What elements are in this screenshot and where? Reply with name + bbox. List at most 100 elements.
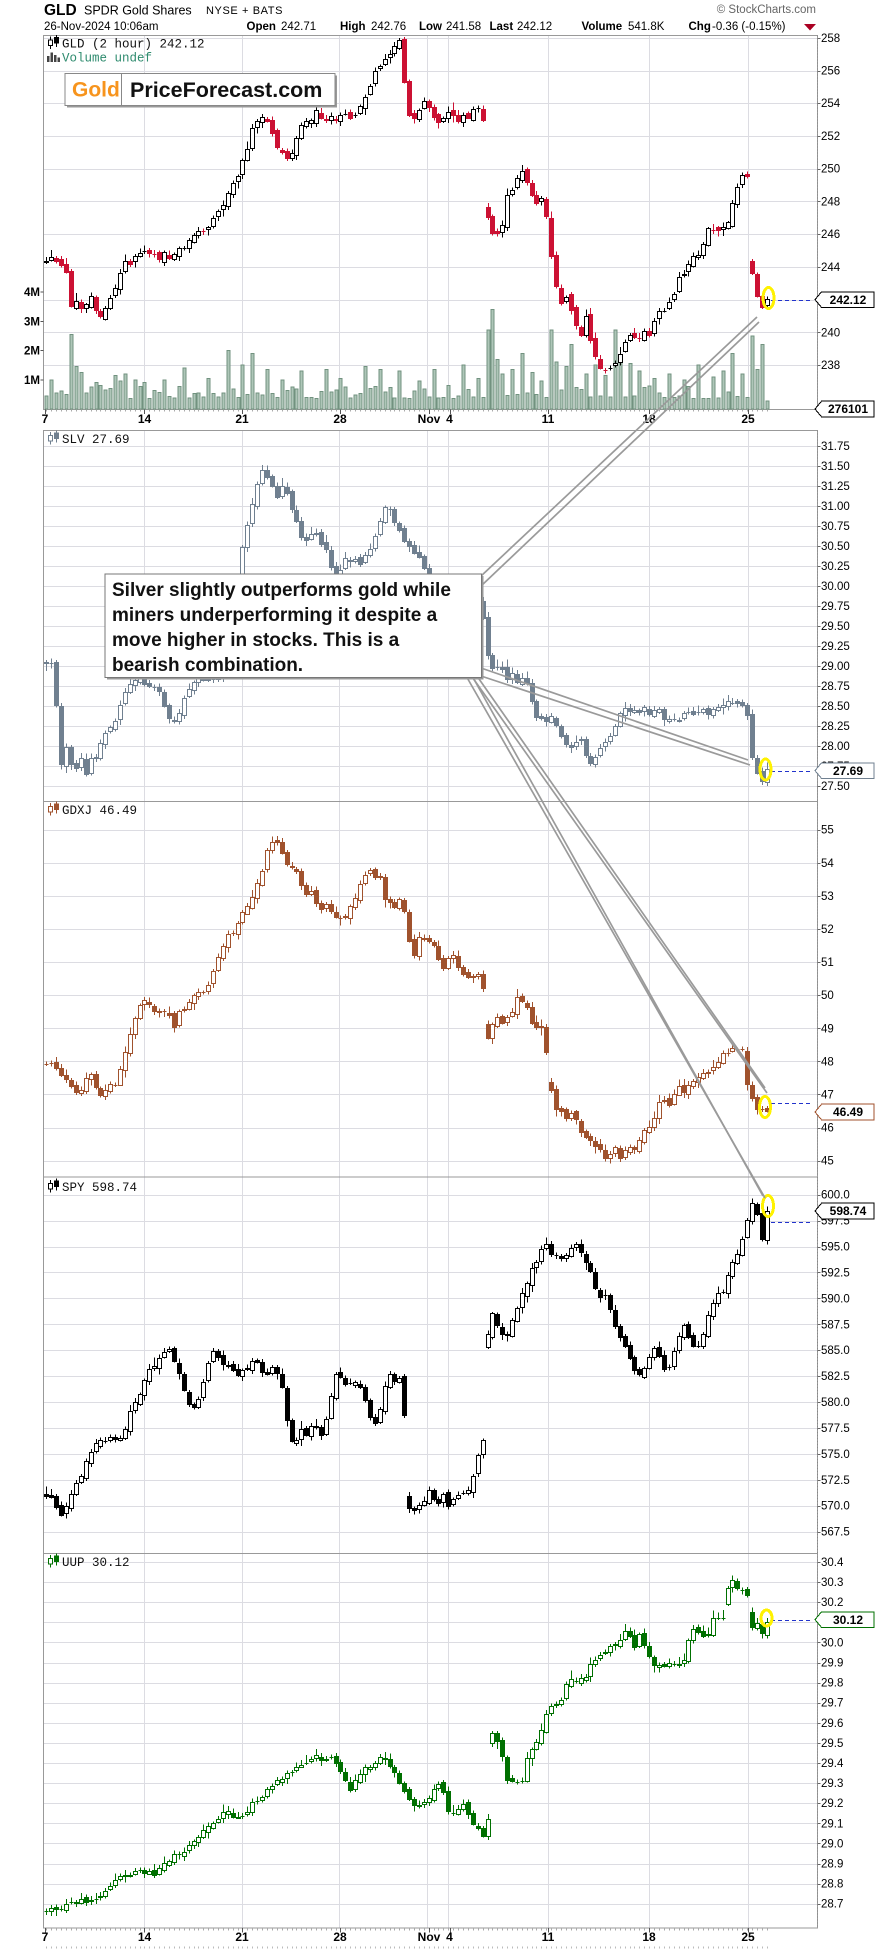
svg-text:248: 248: [821, 196, 840, 208]
svg-text:move higher in stocks. This is: move higher in stocks. This is a: [112, 630, 400, 651]
svg-text:High: High: [340, 21, 366, 33]
svg-text:52: 52: [821, 924, 834, 936]
svg-text:UUP 30.12: UUP 30.12: [62, 1556, 130, 1570]
svg-text:30.75: 30.75: [821, 521, 850, 533]
svg-text:595.0: 595.0: [821, 1242, 850, 1254]
svg-text:SPY 598.74: SPY 598.74: [62, 1181, 137, 1195]
svg-text:28.00: 28.00: [821, 741, 850, 753]
svg-text:585.0: 585.0: [821, 1345, 850, 1357]
svg-text:258: 258: [821, 33, 840, 45]
svg-text:51: 51: [821, 957, 834, 969]
svg-text:30.3: 30.3: [821, 1577, 843, 1589]
svg-text:46.49: 46.49: [833, 1105, 863, 1119]
svg-text:28.9: 28.9: [821, 1859, 843, 1871]
svg-text:29.3: 29.3: [821, 1778, 843, 1790]
svg-text:30.0: 30.0: [821, 1637, 843, 1649]
svg-text:575.0: 575.0: [821, 1449, 850, 1461]
svg-text:572.5: 572.5: [821, 1475, 850, 1487]
svg-text:242.71: 242.71: [281, 21, 316, 33]
svg-text:244: 244: [821, 262, 841, 274]
svg-text:4: 4: [446, 1930, 453, 1944]
svg-text:30.50: 30.50: [821, 541, 850, 553]
svg-text:11: 11: [542, 1930, 555, 1944]
svg-text:587.5: 587.5: [821, 1319, 850, 1331]
svg-text:541.8K: 541.8K: [628, 21, 665, 33]
svg-text:242.12: 242.12: [830, 293, 867, 307]
svg-text:45: 45: [821, 1156, 834, 1168]
svg-text:30.12: 30.12: [833, 1613, 863, 1627]
svg-text:4: 4: [446, 412, 453, 426]
svg-text:28.7: 28.7: [821, 1899, 843, 1911]
svg-text:GLD: GLD: [44, 2, 77, 19]
svg-text:46: 46: [821, 1123, 834, 1135]
svg-text:-0.36 (-0.15%): -0.36 (-0.15%): [712, 21, 786, 33]
svg-text:29.6: 29.6: [821, 1718, 843, 1730]
svg-text:30.00: 30.00: [821, 581, 850, 593]
svg-text:29.7: 29.7: [821, 1698, 843, 1710]
svg-text:29.0: 29.0: [821, 1838, 843, 1850]
svg-text:246: 246: [821, 229, 840, 241]
svg-text:1M: 1M: [24, 375, 40, 387]
svg-text:53: 53: [821, 891, 834, 903]
svg-text:Volume undef: Volume undef: [62, 52, 152, 66]
svg-text:27.50: 27.50: [821, 781, 850, 793]
svg-text:21: 21: [235, 412, 249, 426]
svg-text:54: 54: [821, 858, 834, 870]
svg-text:28.8: 28.8: [821, 1879, 843, 1891]
svg-text:241.58: 241.58: [446, 21, 481, 33]
svg-text:GDXJ 46.49: GDXJ 46.49: [62, 804, 137, 818]
svg-text:7: 7: [42, 412, 49, 426]
svg-text:NYSE + BATS: NYSE + BATS: [206, 5, 283, 17]
svg-text:600.0: 600.0: [821, 1190, 850, 1202]
svg-text:256: 256: [821, 66, 840, 78]
svg-text:47: 47: [821, 1090, 834, 1102]
svg-text:31.75: 31.75: [821, 441, 850, 453]
svg-text:254: 254: [821, 98, 841, 110]
svg-text:250: 250: [821, 164, 840, 176]
svg-text:242.12: 242.12: [517, 21, 552, 33]
svg-text:27.69: 27.69: [833, 764, 863, 778]
svg-text:29.1: 29.1: [821, 1818, 843, 1830]
svg-text:Chg: Chg: [689, 21, 711, 33]
svg-text:28: 28: [333, 1930, 347, 1944]
svg-text:2M: 2M: [24, 346, 40, 358]
svg-text:Last: Last: [490, 21, 514, 33]
svg-text:28: 28: [333, 412, 347, 426]
svg-text:28.50: 28.50: [821, 701, 850, 713]
svg-text:31.50: 31.50: [821, 461, 850, 473]
svg-text:miners underperforming it desp: miners underperforming it despite a: [112, 605, 438, 626]
svg-text:25: 25: [741, 1930, 755, 1944]
svg-text:Silver slightly outperforms go: Silver slightly outperforms gold while: [112, 580, 451, 601]
svg-text:580.0: 580.0: [821, 1397, 850, 1409]
svg-text:Gold: Gold: [72, 79, 120, 102]
svg-text:29.00: 29.00: [821, 661, 850, 673]
svg-text:50: 50: [821, 990, 834, 1002]
svg-text:49: 49: [821, 1023, 834, 1035]
svg-text:14: 14: [138, 1930, 152, 1944]
svg-text:30.2: 30.2: [821, 1597, 843, 1609]
svg-text:240: 240: [821, 327, 840, 339]
svg-text:29.2: 29.2: [821, 1798, 843, 1810]
svg-text:29.5: 29.5: [821, 1738, 843, 1750]
svg-text:31.25: 31.25: [821, 481, 850, 493]
svg-text:4M: 4M: [24, 287, 40, 299]
svg-text:11: 11: [542, 412, 555, 426]
svg-text:Open: Open: [247, 21, 276, 33]
svg-text:577.5: 577.5: [821, 1423, 850, 1435]
svg-text:Low: Low: [419, 21, 442, 33]
svg-text:© StockCharts.com: © StockCharts.com: [717, 4, 816, 16]
svg-text:48: 48: [821, 1056, 834, 1068]
svg-text:29.8: 29.8: [821, 1678, 843, 1690]
svg-text:29.9: 29.9: [821, 1658, 843, 1670]
svg-text:Nov: Nov: [418, 1930, 441, 1944]
svg-text:14: 14: [138, 412, 152, 426]
svg-text:PriceForecast.com: PriceForecast.com: [130, 78, 322, 102]
svg-text:29.50: 29.50: [821, 621, 850, 633]
svg-text:GLD (2 hour) 242.12: GLD (2 hour) 242.12: [62, 38, 205, 52]
svg-text:26-Nov-2024 10:06am: 26-Nov-2024 10:06am: [44, 21, 158, 33]
svg-text:598.74: 598.74: [830, 1204, 867, 1218]
svg-text:SLV 27.69: SLV 27.69: [62, 433, 130, 447]
svg-text:276101: 276101: [828, 402, 868, 416]
svg-text:592.5: 592.5: [821, 1268, 850, 1280]
svg-text:Nov: Nov: [418, 412, 441, 426]
